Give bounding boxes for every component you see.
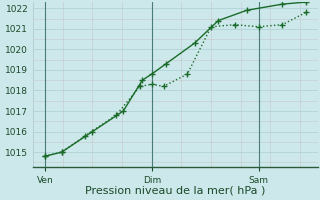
X-axis label: Pression niveau de la mer( hPa ): Pression niveau de la mer( hPa ) <box>85 186 266 196</box>
